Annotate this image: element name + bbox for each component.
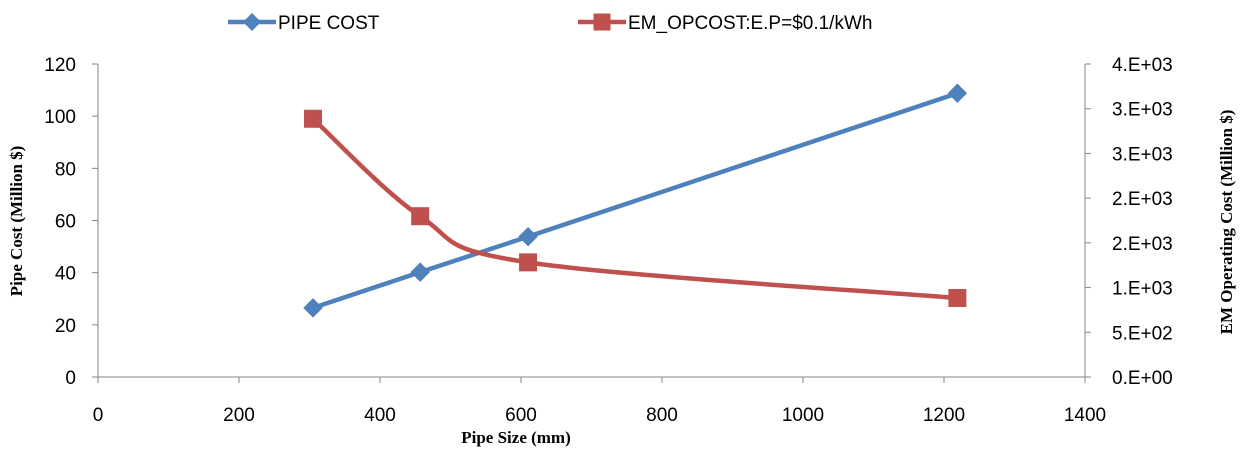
y-left-tick-label: 60 <box>55 212 76 233</box>
x-tick-label: 1400 <box>1064 405 1106 426</box>
data-point-diamond <box>518 226 538 247</box>
x-tick-label: 800 <box>646 405 678 426</box>
legend-label-2: EM_OPCOST:E.P=$0.1/kWh <box>628 13 872 34</box>
y-left-tick-label: 100 <box>44 107 76 128</box>
axes: 0 200 400 600 800 1000 1200 1400 0 20 40 60 80 100 120… <box>44 55 1172 426</box>
x-axis-title: Pipe Size (mm) <box>461 428 571 447</box>
y-right-tick-label: 1.E+03 <box>1112 279 1173 300</box>
y-left-tick-label: 40 <box>55 264 76 285</box>
y-left-tick-label: 0 <box>65 368 76 389</box>
y-left-tick-label: 20 <box>55 316 76 337</box>
y-right-tick-label: 3.E+03 <box>1112 100 1173 121</box>
data-point-diamond <box>947 83 968 103</box>
data-point-square <box>304 109 323 128</box>
data-point-diamond <box>410 262 430 282</box>
legend-marker-square <box>593 13 611 31</box>
y-right-tick-label: 3.E+03 <box>1112 144 1173 165</box>
data-point-square <box>948 288 967 307</box>
x-tick-label: 600 <box>505 405 537 426</box>
series-line-2 <box>311 117 958 301</box>
y-right-tick-label: 2.E+03 <box>1112 189 1173 210</box>
x-tick-label: 200 <box>223 405 255 426</box>
series-line-1 <box>312 91 959 311</box>
y-axis-left-title: Pipe Cost (Million $) <box>7 146 26 297</box>
y-right-tick-label: 5.E+02 <box>1112 323 1173 344</box>
y-left-tick-label: 80 <box>55 159 76 180</box>
y-left-tick-label: 120 <box>44 55 76 76</box>
data-point-square <box>519 253 538 272</box>
x-tick-label: 1000 <box>782 405 824 426</box>
data-point-diamond <box>303 298 323 318</box>
x-tick-label: 400 <box>364 405 396 426</box>
data-point-square <box>411 207 430 226</box>
y-axis-right-title: EM Operating Cost (Million $) <box>1217 110 1236 335</box>
x-tick-label: 1200 <box>923 405 965 426</box>
x-tick-label: 0 <box>93 405 104 426</box>
series-layer <box>303 83 968 318</box>
legend-marker-diamond <box>243 13 261 31</box>
legend-label-1: PIPE COST <box>278 13 380 34</box>
y-right-tick-label: 2.E+03 <box>1112 234 1173 255</box>
y-right-tick-label: 0.E+00 <box>1112 368 1173 389</box>
legend: PIPE COST EM_OPCOST:E.P=$0.1/kWh <box>228 13 872 34</box>
y-right-tick-label: 4.E+03 <box>1112 55 1173 76</box>
